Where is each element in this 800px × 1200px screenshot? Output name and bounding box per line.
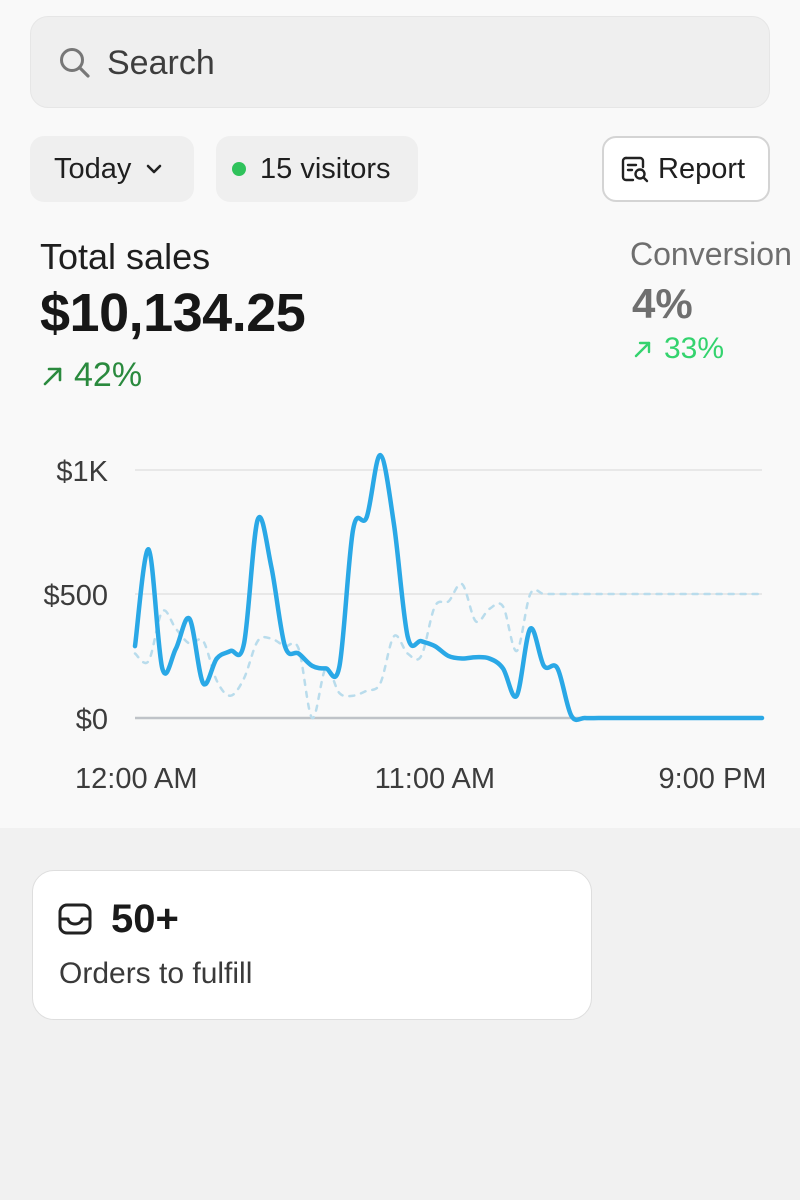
total-sales-label: Total sales [40, 236, 211, 277]
conversion-change: 33% [632, 332, 724, 366]
date-range-dropdown[interactable]: Today [30, 136, 194, 202]
search-input[interactable] [107, 41, 727, 85]
search-bar[interactable] [30, 16, 770, 108]
chevron-down-icon [147, 164, 162, 174]
report-button[interactable]: Report [602, 136, 770, 202]
y-tick-label: $0 [76, 704, 108, 736]
live-visitors-badge[interactable]: 15 visitors [216, 136, 418, 202]
report-label: Report [658, 152, 746, 185]
comparison-series-line [133, 582, 764, 720]
inbox-icon [58, 903, 92, 935]
visitors-label: 15 visitors [260, 152, 391, 185]
total-sales-change-value: 42% [74, 356, 143, 394]
orders-label: Orders to fulfill [59, 957, 253, 990]
y-tick-label: $500 [43, 580, 108, 612]
sales-series-line [132, 452, 765, 723]
x-tick-label: 11:00 AM [375, 763, 495, 795]
live-status-dot [232, 162, 246, 176]
conversion-label: Conversion [630, 236, 792, 272]
sales-chart: $1K $500 $0 12:00 AM 11:00 AM 9:00 PM [43, 452, 766, 795]
arrow-up-right-icon [43, 367, 62, 385]
conversion-change-value: 33% [664, 332, 725, 365]
search-icon [60, 48, 90, 78]
total-sales-change: 42% [40, 356, 142, 395]
date-range-label: Today [54, 152, 132, 185]
total-sales-value: $10,134.25 [40, 283, 306, 343]
arrow-up-right-icon [634, 341, 651, 358]
orders-count: 50+ [111, 897, 179, 941]
dashboard-panel: Today 15 visitors Report Total sales $10… [30, 16, 792, 795]
y-tick-label: $1K [56, 456, 108, 488]
x-tick-label: 12:00 AM [75, 763, 198, 795]
x-tick-label: 9:00 PM [658, 763, 766, 795]
conversion-value: 4% [632, 280, 693, 327]
orders-to-fulfill-card[interactable]: 50+ Orders to fulfill [32, 870, 592, 1020]
report-icon [621, 156, 649, 183]
